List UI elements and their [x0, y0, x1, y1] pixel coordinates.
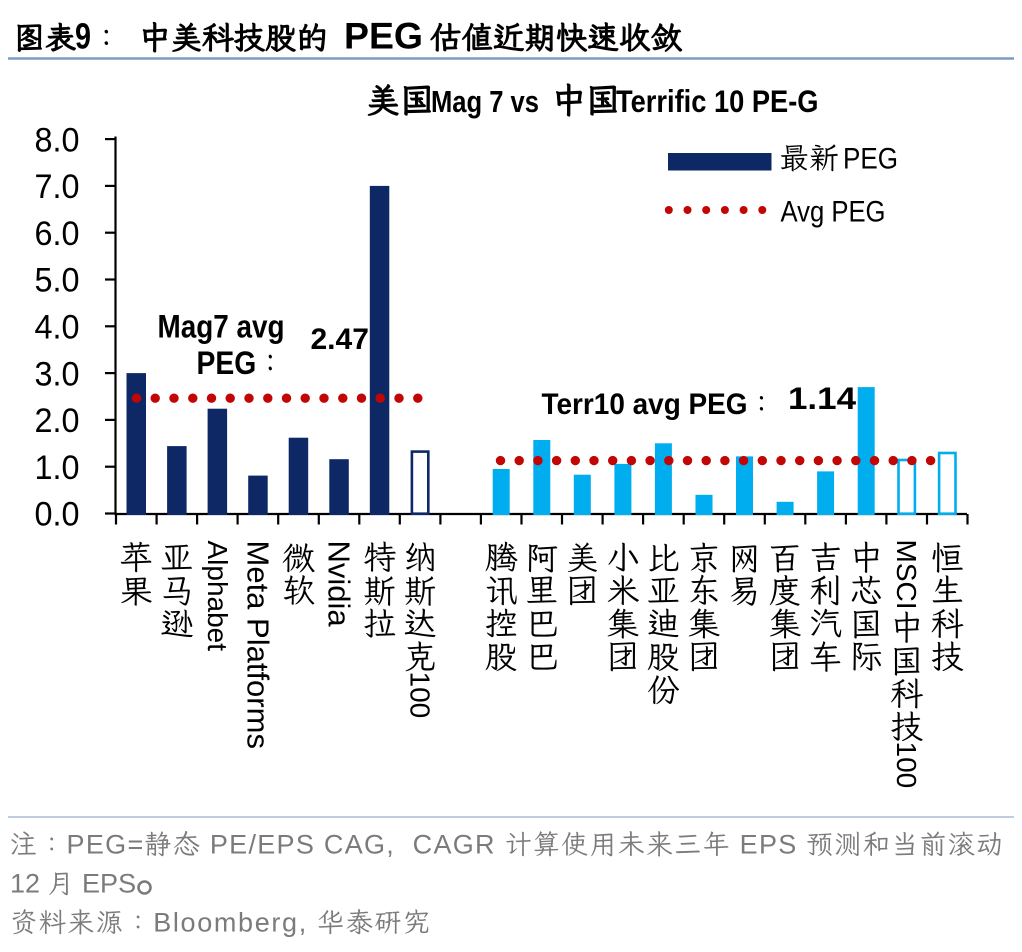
svg-text:百度集团: 百度集团 [764, 540, 807, 672]
svg-text:8.0: 8.0 [35, 121, 80, 159]
svg-text:比亚迪股份: 比亚迪股份 [642, 540, 685, 705]
svg-text:6.0: 6.0 [35, 215, 80, 253]
svg-text:小米集团: 小米集团 [601, 540, 644, 672]
svg-text:1.0: 1.0 [35, 449, 80, 487]
svg-text:Meta Platforms: Meta Platforms [240, 541, 275, 749]
svg-text:7.0: 7.0 [35, 168, 80, 206]
svg-text:特斯拉: 特斯拉 [358, 540, 401, 639]
svg-text:Terr10 avg PEG：: Terr10 avg PEG： [542, 385, 776, 423]
svg-text:PEG：: PEG： [197, 342, 285, 384]
svg-text:Avg PEG: Avg PEG [781, 196, 886, 229]
svg-text:3.0: 3.0 [35, 355, 80, 393]
svg-text:4.0: 4.0 [35, 309, 80, 347]
svg-text:Mag7 avg: Mag7 avg [158, 309, 285, 345]
svg-text:9: 9 [75, 16, 91, 57]
svg-text:微软: 微软 [277, 540, 320, 606]
svg-text:2.0: 2.0 [35, 402, 80, 440]
svg-text:中芯国际: 中芯国际 [845, 540, 888, 672]
svg-text:Nvidia: Nvidia [322, 541, 357, 628]
svg-text:估值近期快速收敛: 估值近期快速收敛 [430, 16, 683, 58]
svg-text:1.14: 1.14 [788, 380, 857, 416]
svg-text:注：PEG=静态 PE/EPS CAG, CAGR 计算使: 注：PEG=静态 PE/EPS CAG, CAGR 计算使用未来三年 EPS 预… [10, 826, 1003, 862]
svg-text:0.0: 0.0 [35, 496, 80, 534]
svg-text:Terrific 10 PE-G: Terrific 10 PE-G [616, 83, 819, 119]
svg-text:：: ： [91, 17, 122, 58]
svg-text:资料来源：Bloomberg, 华泰研究: 资料来源：Bloomberg, 华泰研究 [10, 904, 430, 940]
svg-text:美团: 美团 [561, 540, 604, 606]
svg-text:2.47: 2.47 [311, 323, 369, 356]
svg-text:图表: 图表 [14, 17, 76, 58]
svg-text:PEG: PEG [843, 143, 898, 176]
svg-text:PEG: PEG [344, 16, 423, 57]
svg-text:苹果: 苹果 [115, 540, 158, 607]
svg-text:阿里巴巴: 阿里巴巴 [520, 540, 563, 672]
svg-text:5.0: 5.0 [35, 262, 80, 300]
svg-text:恒生科技: 恒生科技 [926, 540, 969, 672]
svg-text:中国: 中国 [552, 77, 620, 122]
svg-text:美国: 美国 [366, 77, 434, 122]
svg-text:Mag 7 vs: Mag 7 vs [431, 84, 539, 119]
svg-text:Alphabet: Alphabet [202, 541, 233, 652]
svg-text:京东集团: 京东集团 [683, 540, 726, 672]
svg-text:亚马逊: 亚马逊 [155, 540, 198, 639]
svg-text:最新: 最新 [779, 138, 839, 178]
svg-text:中美科技股的: 中美科技股的 [139, 16, 328, 58]
svg-text:腾讯控股: 腾讯控股 [480, 540, 523, 673]
svg-text:12 月 EPS: 12 月 EPS [10, 864, 136, 900]
svg-text:吉利汽车: 吉利汽车 [804, 540, 847, 673]
svg-text:网易: 网易 [723, 540, 766, 607]
